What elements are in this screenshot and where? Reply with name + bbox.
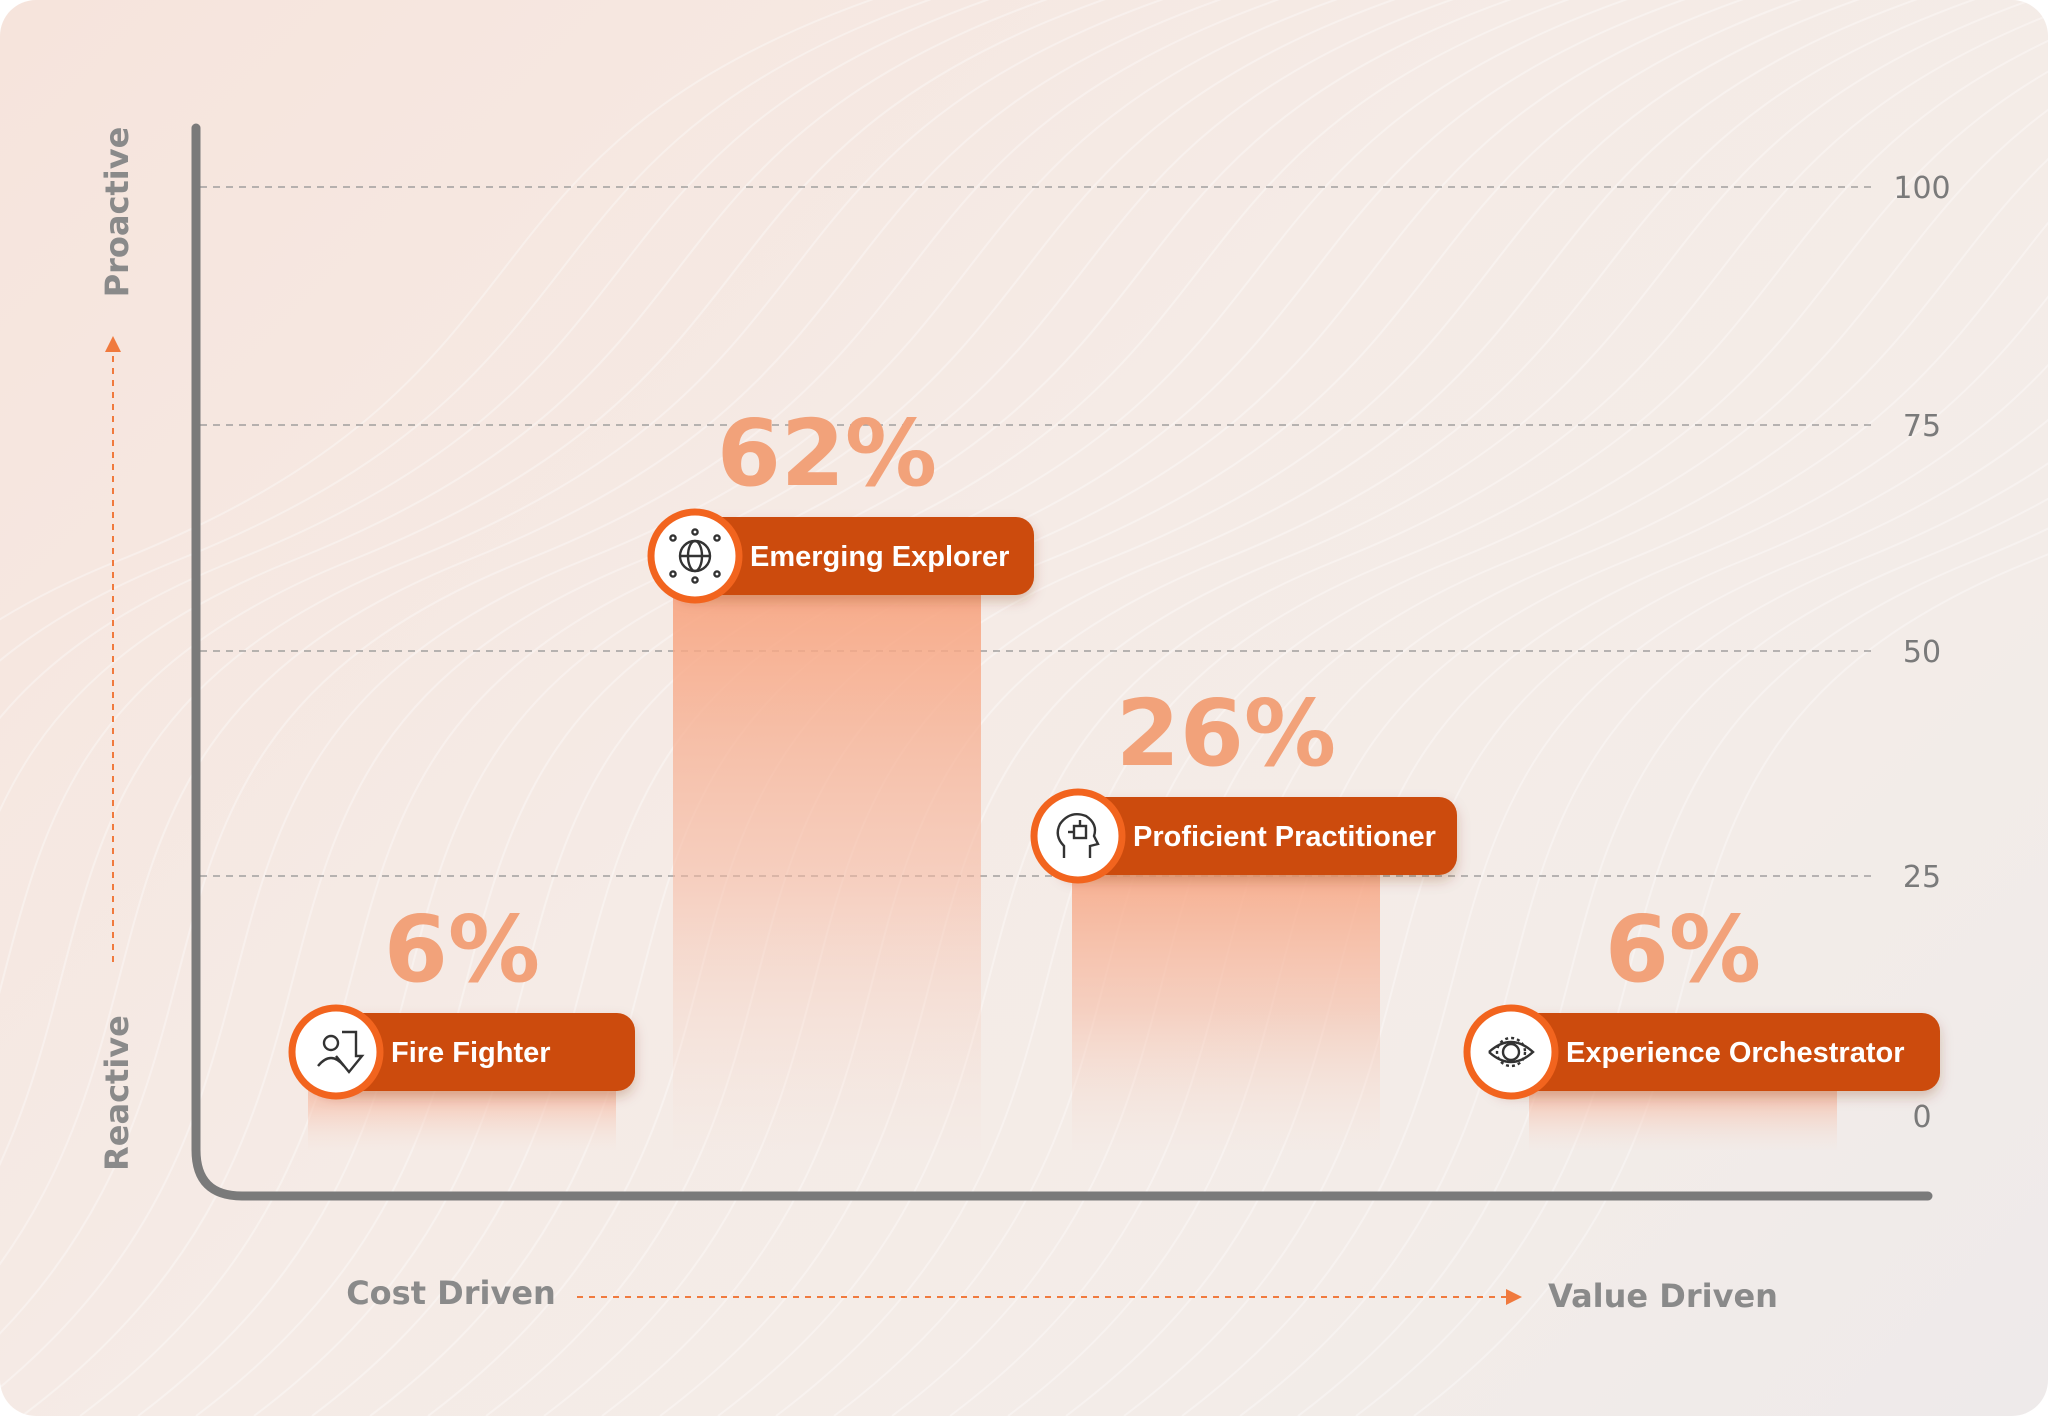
gridlines — [200, 186, 1872, 877]
y-tick-label: 50 — [1903, 635, 1941, 670]
category-label: Proficient Practitioner — [1133, 821, 1436, 853]
bar — [673, 556, 981, 1150]
eye-gear-icon-glyph — [1488, 1036, 1535, 1068]
bar-group: 6% Experience Orchestrator — [1463, 896, 1940, 1150]
value-label: 62% — [717, 400, 937, 507]
bar-group: 62% Emerging Explorer — [647, 400, 1034, 1150]
y-axis-low-label: Reactive — [98, 1015, 136, 1171]
eye-gear-icon — [1463, 1004, 1559, 1100]
category-label: Emerging Explorer — [750, 541, 1009, 573]
y-tick-label: 100 — [1893, 171, 1950, 206]
head-circuit-icon — [1030, 788, 1126, 884]
y-axis-arrow — [105, 336, 121, 962]
category-label: Fire Fighter — [391, 1037, 551, 1069]
user-shield-icon — [288, 1004, 384, 1100]
value-label: 6% — [384, 896, 540, 1003]
y-tick-labels: 100 75 50 25 0 — [1893, 171, 1950, 1135]
x-axis-arrow — [577, 1289, 1522, 1305]
bar-group: 26% Proficient Practitioner — [1030, 680, 1457, 1150]
bar-group: 6% Fire Fighter — [288, 896, 635, 1150]
category-pill — [1057, 797, 1457, 875]
y-tick-label: 0 — [1912, 1100, 1931, 1135]
y-tick-label: 25 — [1903, 860, 1941, 895]
category-pill — [315, 1013, 635, 1091]
head-circuit-icon-glyph — [1056, 813, 1100, 858]
bars: 6% Fire Fighter 62% Emerging Explorer 26% Pro… — [288, 400, 1940, 1150]
axis-line — [191, 123, 1933, 1201]
x-axis-high-label: Value Driven — [1548, 1277, 1778, 1315]
category-pill — [674, 517, 1034, 595]
y-tick-label: 75 — [1903, 409, 1941, 444]
y-axis-high-label: Proactive — [98, 127, 136, 298]
x-axis-low-label: Cost Driven — [346, 1274, 556, 1312]
value-label: 26% — [1116, 680, 1336, 787]
category-pill — [1490, 1013, 1940, 1091]
category-label: Experience Orchestrator — [1566, 1037, 1904, 1069]
value-label: 6% — [1605, 896, 1761, 1003]
bar — [1072, 836, 1380, 1150]
user-shield-icon-glyph — [317, 1030, 365, 1074]
axes — [191, 123, 1933, 1201]
globe-network-icon-glyph — [669, 528, 721, 584]
